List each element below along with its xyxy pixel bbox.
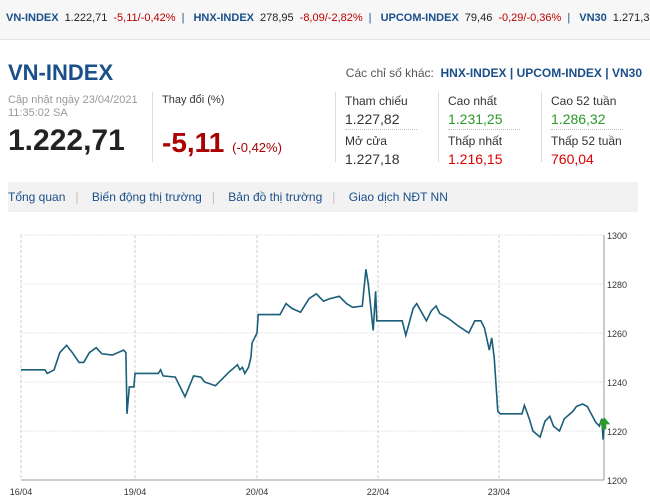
stat-value: 760,04	[551, 151, 594, 167]
ticker-change: -8,09/-2,82%	[299, 12, 363, 24]
change-points: -5,11	[162, 127, 225, 158]
divider	[335, 92, 336, 162]
x-tick-label: 22/04	[367, 487, 390, 497]
ticker-name[interactable]: VN30	[579, 12, 607, 24]
divider: |	[368, 12, 372, 24]
change-label: Thay đổi (%)	[162, 94, 225, 106]
x-tick-label: 16/04	[10, 487, 33, 497]
stat-high-52w: Cao 52 tuần 1.286,32	[551, 94, 616, 127]
y-tick-label: 1300	[607, 231, 627, 241]
ticker-value: 278,95	[260, 12, 294, 24]
stat-value: 1.231,25	[448, 111, 503, 127]
stat-label: Thấp nhất	[448, 134, 503, 148]
update-clock: 11:35:02 SA	[8, 107, 68, 119]
stat-label: Cao nhất	[448, 94, 497, 108]
stat-reference: Tham chiếu 1.227,82	[345, 94, 408, 127]
stat-label: Cao 52 tuần	[551, 94, 617, 108]
y-tick-label: 1240	[607, 378, 627, 388]
ticker-name[interactable]: UPCOM-INDEX	[380, 12, 459, 24]
update-time: Cập nhật ngày 23/04/2021 11:35:02 SA	[8, 94, 138, 120]
ticker-bar: VN-INDEX 1.222,71 -5,11/-0,42% | HNX-INDEX 2…	[0, 0, 650, 40]
divider	[438, 92, 439, 162]
stat-open: Mở cửa 1.227,18	[345, 134, 400, 167]
x-tick-label: 20/04	[246, 487, 269, 497]
divider	[152, 92, 153, 162]
link-hnx-index[interactable]: HNX-INDEX	[440, 66, 507, 80]
change-value: -5,11 (-0,42%)	[162, 127, 282, 159]
divider	[551, 129, 623, 130]
tab-market-movement[interactable]: Biến động thị trường	[91, 190, 202, 204]
link-vn30[interactable]: VN30	[611, 66, 642, 80]
change-percent: (-0,42%)	[232, 140, 282, 155]
divider: |	[567, 12, 571, 24]
ticker-name[interactable]: VN-INDEX	[6, 12, 59, 24]
tab-market-map[interactable]: Bản đồ thị trường	[228, 190, 323, 204]
y-tick-label: 1220	[607, 427, 627, 437]
link-upcom-index[interactable]: UPCOM-INDEX	[516, 66, 602, 80]
x-tick-label: 23/04	[488, 487, 511, 497]
ticker-value: 1.222,71	[64, 12, 108, 24]
divider: |	[181, 12, 185, 24]
index-header: VN-INDEX Các chỉ số khác: HNX-INDEX | UP…	[0, 52, 650, 170]
x-tick-label: 19/04	[124, 487, 147, 497]
stat-label: Thấp 52 tuần	[551, 134, 622, 148]
up-arrow-icon	[598, 417, 611, 430]
tab-overview[interactable]: Tổng quan	[8, 190, 66, 204]
ticker-name[interactable]: HNX-INDEX	[193, 12, 254, 24]
stat-low-52w: Thấp 52 tuần 760,04	[551, 134, 622, 167]
stat-high: Cao nhất 1.231,25	[448, 94, 503, 127]
stat-low: Thấp nhất 1.216,15	[448, 134, 503, 167]
index-value: 1.222,71	[8, 124, 125, 157]
y-tick-label: 1280	[607, 280, 627, 290]
stat-label: Tham chiếu	[345, 94, 408, 108]
stat-value: 1.216,15	[448, 151, 503, 167]
divider	[345, 129, 417, 130]
price-chart: 1200 1220 1240 1260 1280 1300 16/04 19/04 20/04 2…	[10, 231, 627, 497]
ticker-value: 1.271,35	[612, 12, 650, 24]
tab-foreign-trading[interactable]: Giao dịch NĐT NN	[348, 190, 448, 204]
stat-value: 1.286,32	[551, 111, 606, 127]
page-title: VN-INDEX	[8, 60, 114, 85]
update-date: Cập nhật ngày 23/04/2021	[8, 94, 138, 106]
stat-value: 1.227,18	[345, 151, 400, 167]
divider	[541, 92, 542, 162]
ticker-change: -0,29/-0,36%	[498, 12, 562, 24]
stat-value: 1.227,82	[345, 111, 400, 127]
y-tick-label: 1260	[607, 329, 627, 339]
ticker-value: 79,46	[464, 12, 493, 24]
divider	[448, 129, 520, 130]
other-indices: Các chỉ số khác: HNX-INDEX | UPCOM-INDEX…	[345, 66, 642, 80]
ticker-change: -5,11/-0,42%	[113, 12, 176, 24]
tab-bar: Tổng quan | Biến động thị trường | Bản đồ …	[8, 182, 638, 212]
price-line	[21, 269, 606, 440]
y-tick-label: 1200	[607, 476, 627, 486]
other-indices-label: Các chỉ số khác:	[345, 66, 434, 80]
stat-label: Mở cửa	[345, 134, 387, 148]
